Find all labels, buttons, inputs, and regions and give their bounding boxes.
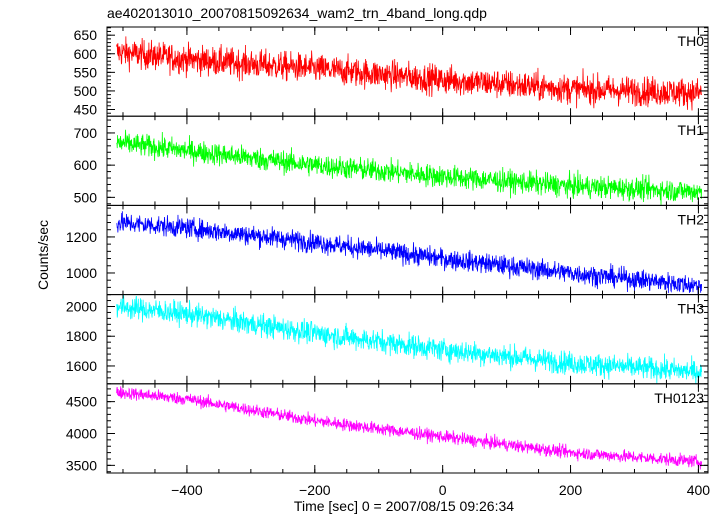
panel-th3: 1600 1800 2000 TH3 xyxy=(66,294,709,385)
x-axis-label: Time [sec] 0 = 2007/08/15 09:26:34 xyxy=(294,498,514,514)
panel-name-label: TH0123 xyxy=(654,390,704,406)
panel-name-label: TH3 xyxy=(678,301,705,317)
y-tick-label: 1000 xyxy=(66,265,97,281)
panel-th0123: 3500 4000 4500 TH0123 xyxy=(66,383,709,474)
y-tick-label: 700 xyxy=(74,125,98,141)
y-tick-label: 4000 xyxy=(66,425,97,441)
panel-frame xyxy=(106,383,709,474)
y-tick-label: 1600 xyxy=(66,358,97,374)
x-tick-label: 400 xyxy=(687,482,711,498)
series-line-th2 xyxy=(116,211,703,295)
y-tick-label: 1800 xyxy=(66,328,97,344)
y-tick-label: 4500 xyxy=(66,394,97,410)
y-tick-label: 600 xyxy=(74,46,98,62)
panel-name-label: TH0 xyxy=(678,33,705,49)
y-axis-label: Counts/sec xyxy=(35,220,51,290)
y-tick-label: 650 xyxy=(74,27,98,43)
x-tick-label: 200 xyxy=(559,482,583,498)
panel-th1: 500 600 700 TH1 xyxy=(74,115,709,206)
panel-name-label: TH2 xyxy=(678,211,705,227)
series-line-th0 xyxy=(116,36,702,111)
y-tick-label: 450 xyxy=(74,102,98,118)
panel-th0: 450 500 550 600 650 TH0 xyxy=(74,26,709,118)
x-tick-label: −200 xyxy=(299,482,331,498)
series-line-th3 xyxy=(116,295,703,384)
y-tick-label: 500 xyxy=(74,83,98,99)
y-tick-label: 1200 xyxy=(66,229,97,245)
panels-group: 450 500 550 600 650 TH0 500 600 700 TH1 1000 1200 TH… xyxy=(66,26,711,498)
series-line-th0123 xyxy=(116,386,703,470)
y-tick-label: 3500 xyxy=(66,457,97,473)
chart-title: ae402013010_20070815092634_wam2_trn_4ban… xyxy=(107,5,487,21)
y-tick-label: 500 xyxy=(74,189,98,205)
panel-th2: 1000 1200 TH2 xyxy=(66,204,709,296)
series-line-th1 xyxy=(116,129,703,205)
x-tick-label: −400 xyxy=(171,482,203,498)
y-tick-label: 600 xyxy=(74,157,98,173)
y-tick-label: 2000 xyxy=(66,298,97,314)
x-tick-label: 0 xyxy=(439,482,447,498)
panel-name-label: TH1 xyxy=(678,122,705,138)
y-tick-label: 550 xyxy=(74,64,98,80)
